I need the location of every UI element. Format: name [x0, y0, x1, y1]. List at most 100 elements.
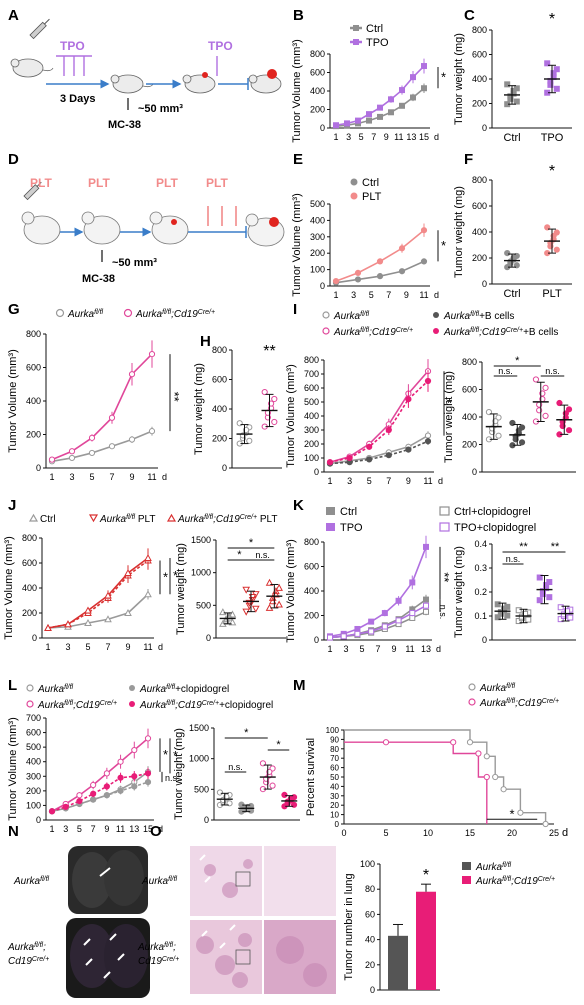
chart-L-point	[90, 781, 97, 789]
chart-E-x-tick-label: 9	[404, 290, 409, 300]
chart-K-point	[340, 633, 347, 640]
legend-j-cd19: Aurkafl/fl;Cd19Cre/+ PLT	[177, 514, 277, 526]
chart-J-x-tick-label: 9	[125, 642, 130, 652]
legend-l-3: Aurkafl/fl;Cd19Cre/+	[37, 700, 117, 712]
chart-L2-y-tick-label: 500	[194, 784, 209, 794]
chart-I-point	[424, 438, 432, 445]
chart-B-point	[377, 113, 383, 120]
chart-L-sig-label: n.s.	[165, 773, 180, 783]
chart-B-x-tick-label: 7	[371, 132, 376, 142]
legend-o-1: Aurkafl/fl	[475, 862, 512, 874]
plt-label-4: PLT	[206, 176, 228, 190]
chart-K-point	[423, 608, 429, 615]
chart-L-y-label: Tumor Volume (mm³)	[7, 717, 19, 821]
chart-M-y-tick-label: 60	[330, 764, 339, 773]
chart-K-y-tick-label: 200	[304, 611, 319, 621]
chart-K-point	[327, 634, 333, 641]
chart-K2-y-tick-label: 0	[482, 635, 487, 645]
chart-J-point	[124, 608, 132, 616]
chart-K2-y-tick-label: 0.3	[474, 563, 487, 573]
chart-I-y-label: Tumor Volume (mm³)	[285, 364, 297, 468]
chart-J2-sig-label: *	[237, 549, 242, 561]
chart-L-point	[144, 735, 152, 742]
chart-L2-y-tick-label: 1000	[189, 754, 209, 764]
chart-J-point	[84, 618, 92, 626]
panel-label-f: F	[464, 151, 473, 168]
chart-H-y-tick-label: 0	[222, 463, 227, 473]
chart-E-point	[354, 276, 362, 283]
chart-L2-y-tick-label: 1500	[189, 723, 209, 733]
chart-J-point	[64, 620, 72, 628]
chart-K-point	[381, 623, 388, 630]
o-label-bottom-1: Aurkafl/fl;	[137, 942, 176, 954]
chart-L2-point	[269, 782, 276, 789]
cell-line-label-d: MC-38	[82, 273, 115, 285]
cell-line-label: MC-38	[108, 119, 141, 131]
chart-L-x-tick-label: 5	[77, 824, 82, 834]
chart-M-x-tick-label: 5	[383, 828, 388, 838]
chart-I-point	[385, 452, 392, 459]
size-label: ~50 mm³	[138, 103, 183, 115]
chart-L-point	[76, 797, 83, 805]
chart-B-x-tick-label: 15	[419, 132, 429, 142]
panel-label-m: M	[293, 677, 306, 694]
chart-G-point	[88, 449, 96, 457]
chart-K-x-unit: d	[436, 644, 441, 654]
chart-B-y-label: Tumor Volume (mm³)	[291, 39, 303, 143]
chart-J-point	[124, 568, 132, 576]
chart-M-x-unit: d	[562, 827, 568, 839]
chart-B-x-unit: d	[434, 132, 439, 142]
chart-F-point	[553, 246, 560, 253]
chart-K2-point	[539, 588, 546, 595]
panel-label-l: L	[8, 677, 17, 694]
chart-I2-point	[532, 376, 540, 383]
chart-K-point	[368, 618, 375, 625]
chart-K-y-tick-label: 600	[304, 562, 319, 572]
chart-L-x-unit: d	[158, 824, 163, 834]
chart-E-point	[398, 268, 406, 275]
chart-L2-axes: 0 500 1000 1500 Tumor weight (mg)	[173, 723, 300, 825]
chart-I-point	[326, 459, 334, 466]
chart-K2-axes: 0 0.1 0.2 0.3 0.4 Tumor weight (mg)	[453, 539, 576, 645]
legend-j: Ctrl Aurkafl/fl PLT Aurkafl/fl;Cd19Cre/+…	[28, 514, 277, 526]
chart-B-x-tick-label: 3	[346, 132, 351, 142]
chart-L-point	[90, 796, 97, 803]
chart-J-series-line	[47, 557, 149, 629]
chart-L-y-tick-label: 200	[26, 786, 41, 796]
chart-M-x-tick-label: 25	[549, 828, 559, 838]
chart-I-x-tick-label: 5	[367, 476, 372, 486]
chart-J-point	[44, 623, 52, 631]
chart-G-x-unit: d	[162, 472, 167, 482]
chart-F-y-tick-label: 400	[472, 227, 487, 237]
chart-B-sig-label: *	[441, 70, 446, 85]
chart-E-point	[398, 245, 406, 252]
chart-I-x-tick-label: 3	[347, 476, 352, 486]
chart-K2-sig-label: n.s.	[506, 554, 521, 564]
chart-B-axes: 0 200 400 600 800 Tumor Volume (mm³)	[291, 39, 430, 143]
chart-E-x-tick-label: 1	[333, 290, 338, 300]
chart-M-x-tick-label: 20	[507, 828, 517, 838]
chart-L2-sig-label: *	[244, 727, 249, 739]
n-label-bottom-1: Aurkafl/fl;	[7, 942, 46, 954]
chart-B-point	[421, 63, 427, 70]
legend-b-ctrl: Ctrl	[366, 23, 383, 35]
chart-J2-y-tick-label: 500	[196, 600, 211, 610]
chart-M-y-tick-label: 40	[330, 782, 339, 791]
chart-J2-y-tick-label: 0	[206, 633, 211, 643]
chart-K2-sig-label: **	[519, 541, 528, 553]
mouse-icon	[248, 69, 282, 94]
chart-J-series-line	[47, 559, 149, 629]
chart-E-point	[420, 258, 428, 265]
legend-l: Aurkafl/fl Aurkafl/fl+clopidogrel Aurkaf…	[26, 684, 273, 712]
chart-L2-point	[216, 789, 224, 796]
chart-B-y-tick-label: 200	[310, 105, 325, 115]
chart-I-x-tick-label: 9	[406, 476, 411, 486]
chart-I2-point	[556, 399, 563, 407]
chart-H-point	[246, 437, 253, 444]
chart-J-x-tick-label: 1	[45, 642, 50, 652]
chart-K-point	[381, 610, 388, 617]
chart-K2-y-tick-label: 0.2	[474, 587, 487, 597]
plt-label: PLT	[30, 176, 52, 190]
